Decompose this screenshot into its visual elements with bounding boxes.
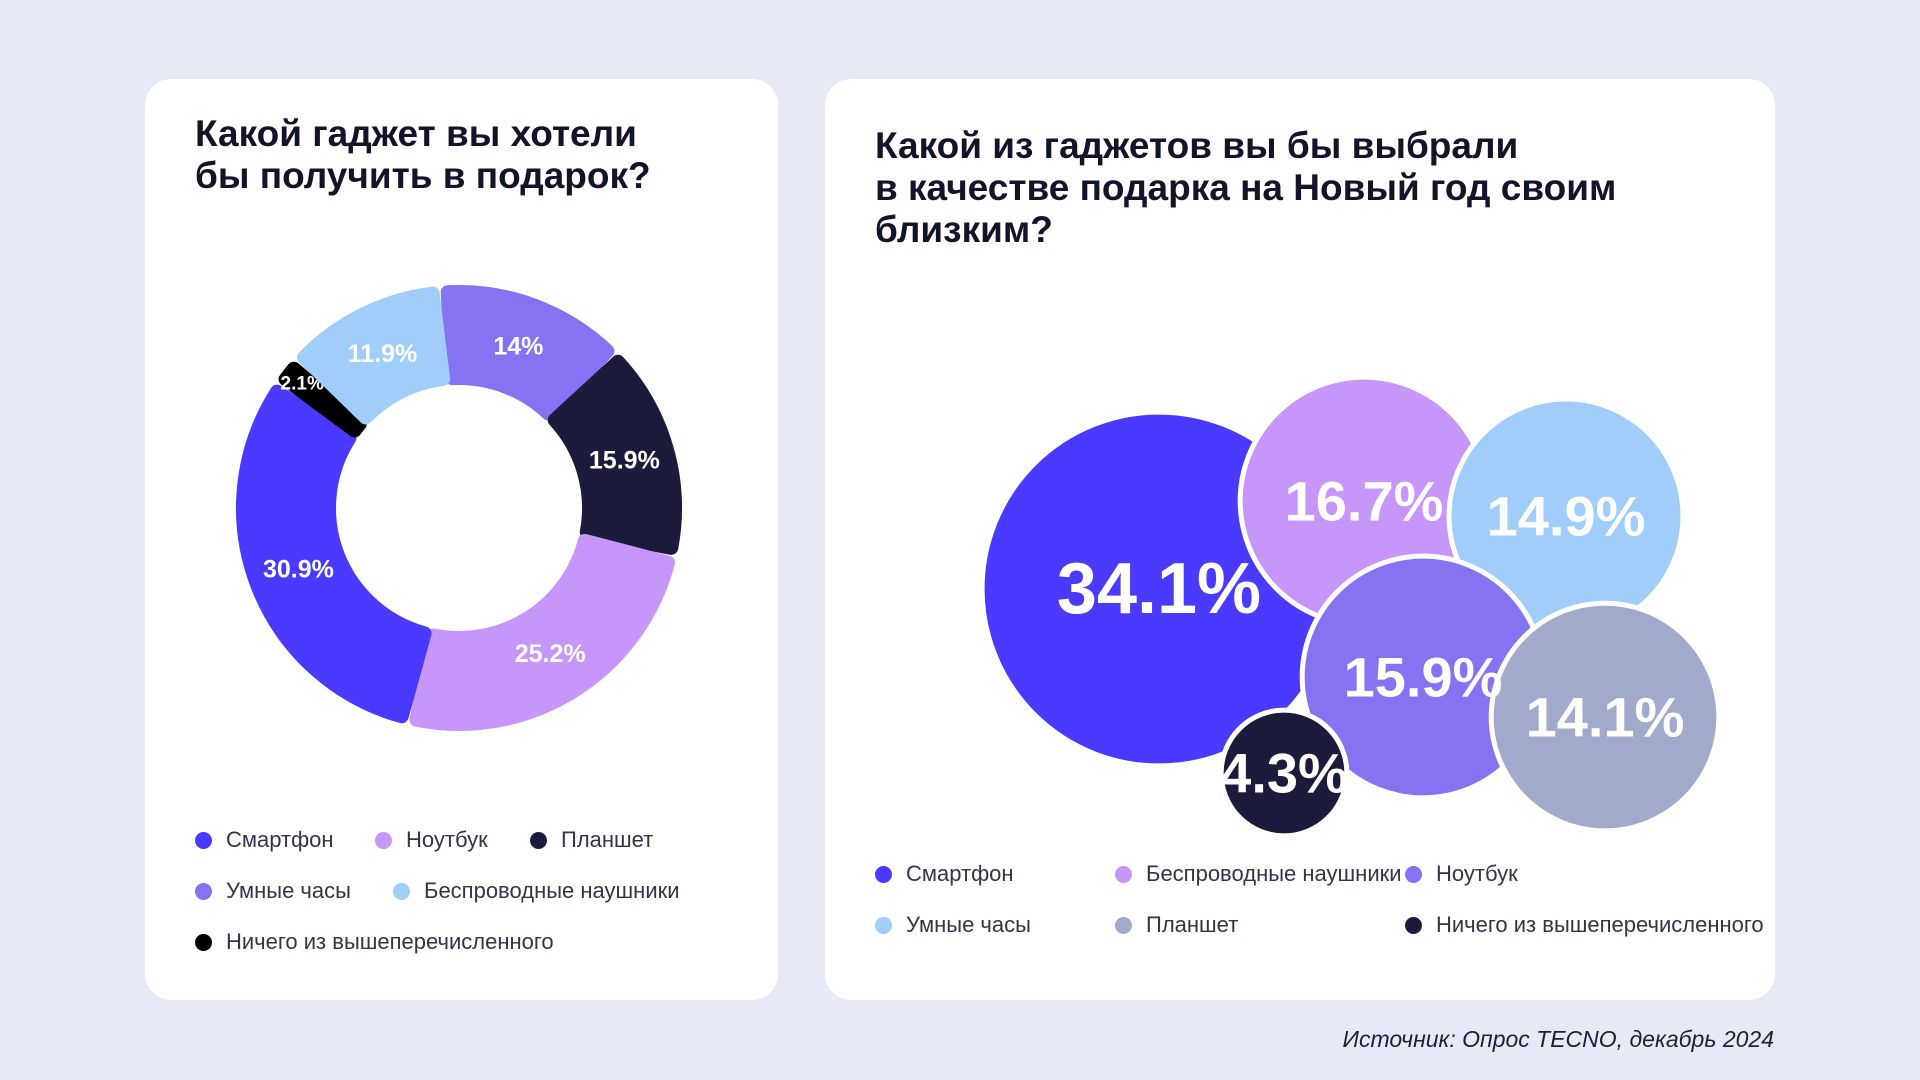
legend-label: Умные часы	[226, 878, 351, 903]
gift-choice-title: Какой из гаджетов вы бы выбрали в качест…	[875, 125, 1617, 250]
right-legend-item-2: Беспроводные наушники	[1115, 861, 1402, 887]
gift-wish-title: Какой гаджет вы хотели бы получить в под…	[195, 113, 651, 196]
gift-choice-legend: Смартфон Беспроводные наушники Ноутбук Умны…	[875, 861, 1764, 961]
legend-dot-icon	[375, 831, 392, 849]
bubble-label-item-3: 14.9%	[1487, 485, 1646, 548]
source-note: Источник: Опрос TECNO, декабрь 2024	[1342, 1026, 1774, 1052]
donut-slice-item-3	[409, 533, 675, 731]
donut-label-item-5: 2.1%	[281, 373, 324, 394]
gift-wish-legend: Смартфон Ноутбук Планшет Умные часы Беспрово…	[195, 827, 755, 977]
legend-dot-icon	[393, 882, 410, 900]
legend-dot-icon	[875, 916, 892, 934]
legend-dot-icon	[195, 831, 212, 849]
donut-label-item-1: 14%	[493, 333, 543, 361]
right-legend-item-1: Смартфон	[875, 861, 1014, 887]
legend-dot-icon	[1405, 916, 1422, 934]
gift-choice-card: Какой из гаджетов вы бы выбрали в качест…	[825, 79, 1775, 1000]
right-legend-item-6: Ничего из вышеперечисленного	[1405, 912, 1764, 938]
left-legend-item-3: Планшет	[530, 827, 653, 853]
legend-label: Ноутбук	[1436, 861, 1518, 886]
bubble-label-item-6: 4.3%	[1220, 742, 1348, 805]
donut-label-item-4: 30.9%	[263, 556, 334, 584]
legend-label: Ноутбук	[406, 827, 488, 852]
donut-slice-item-2	[547, 354, 682, 555]
legend-dot-icon	[195, 882, 212, 900]
bubble-label-item-4: 15.9%	[1344, 646, 1503, 709]
right-legend-item-5: Планшет	[1115, 912, 1238, 938]
legend-dot-icon	[1115, 916, 1132, 934]
legend-label: Планшет	[561, 827, 654, 852]
legend-label: Смартфон	[906, 861, 1014, 886]
bubble-item-5	[1488, 600, 1722, 834]
bubble-item-6	[1218, 707, 1350, 839]
donut-slice-item-4	[236, 384, 432, 724]
left-legend-item-4: Умные часы	[195, 878, 351, 904]
donut-label-item-6: 11.9%	[348, 340, 418, 368]
legend-label: Умные часы	[906, 912, 1031, 937]
legend-dot-icon	[1405, 865, 1422, 883]
donut-label-item-2: 15.9%	[589, 447, 660, 475]
bubble-label-item-1: 34.1%	[1057, 549, 1261, 629]
gift-choice-bubble-chart: 34.1% 16.7% 14.9% 15.9% 14.1% 4.3%	[979, 374, 1722, 839]
legend-label: Ничего из вышеперечисленного	[226, 929, 554, 954]
donut-label-item-3: 25.2%	[515, 640, 586, 668]
legend-dot-icon	[530, 831, 547, 849]
left-legend-item-5: Беспроводные наушники	[393, 878, 680, 904]
legend-label: Беспроводные наушники	[1146, 861, 1402, 886]
right-legend-item-4: Умные часы	[875, 912, 1031, 938]
bubble-label-item-2: 16.7%	[1285, 470, 1444, 533]
donut-slice-item-6	[297, 286, 451, 425]
gift-wish-donut-chart: 14% 15.9% 25.2% 30.9% 2.1% 11.9%	[236, 285, 682, 731]
legend-dot-icon	[1115, 865, 1132, 883]
legend-dot-icon	[195, 933, 212, 951]
right-legend-item-3: Ноутбук	[1405, 861, 1518, 887]
bubble-label-item-5: 14.1%	[1526, 686, 1685, 749]
donut-slice-item-1	[440, 285, 615, 421]
legend-label: Беспроводные наушники	[424, 878, 680, 903]
legend-label: Ничего из вышеперечисленного	[1436, 912, 1764, 937]
left-legend-item-2: Ноутбук	[375, 827, 488, 853]
gift-wish-card: Какой гаджет вы хотели бы получить в под…	[145, 79, 778, 1000]
legend-dot-icon	[875, 865, 892, 883]
donut-slice-item-5	[278, 361, 367, 438]
legend-label: Смартфон	[226, 827, 334, 852]
left-legend-item-6: Ничего из вышеперечисленного	[195, 929, 554, 955]
left-legend-item-1: Смартфон	[195, 827, 334, 853]
legend-label: Планшет	[1146, 912, 1239, 937]
